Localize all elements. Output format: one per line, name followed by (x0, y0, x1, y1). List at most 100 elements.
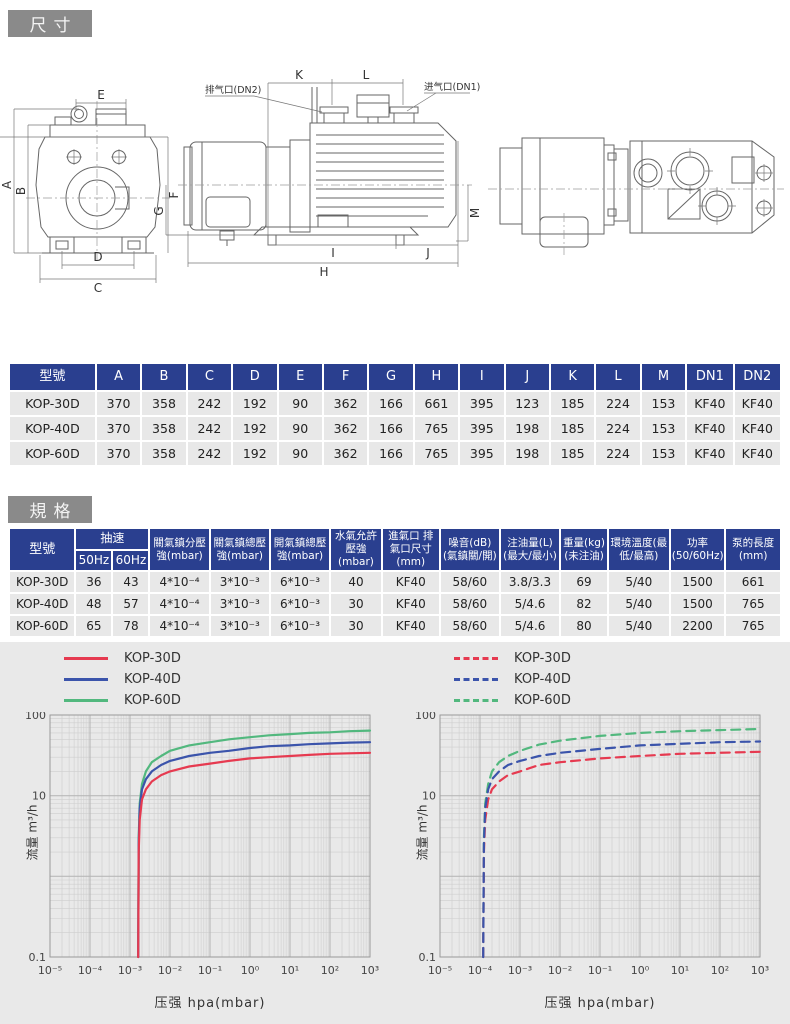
dim-value-cell: KF40 (685, 440, 735, 468)
spec-subcol-header: 50Hz (74, 548, 114, 573)
dim-value-cell: 358 (140, 440, 188, 468)
spec-col-header: 水氣允許壓強(mbar) (329, 526, 383, 573)
x-tick-label: 10⁻³ (118, 964, 142, 977)
pump-curve-chart-solid: KOP-30D KOP-40D KOP-60D 流量 m³/h 10⁻⁵ 10⁻⁴ 10… (18, 646, 398, 1021)
spec-value-cell: 6*10⁻³ (268, 592, 332, 617)
model-cell: KOP-60D (7, 614, 77, 639)
spec-value-cell: 82 (559, 592, 609, 617)
legend-label: KOP-40D (514, 672, 571, 687)
dim-label-H: H (319, 265, 328, 279)
spec-value-cell: KF40 (380, 570, 441, 595)
model-cell: KOP-40D (7, 592, 77, 617)
dim-value-cell: 90 (276, 390, 324, 418)
spec-value-cell: KF40 (380, 592, 441, 617)
dim-value-cell: 362 (321, 390, 370, 418)
spec-value-cell: 57 (111, 592, 151, 617)
spec-value-cell: 65 (74, 614, 114, 639)
table-row: KOP-40D 48 57 4*10⁻⁴ 3*10⁻³ 6*10⁻³ 30 KF40 58/60… (7, 592, 782, 617)
curve-KOP-30D (482, 750, 762, 959)
table-row: KOP-60D 65 78 4*10⁻⁴ 3*10⁻³ 6*10⁻³ 30 KF40 58/60… (7, 614, 782, 639)
spec-value-cell: 5/40 (606, 592, 671, 617)
spec-value-cell: 3*10⁻³ (208, 592, 271, 617)
dim-value-cell: 153 (639, 415, 688, 443)
table-row: KOP-60D 370 358 242 192 90 362 166 765 395 198 185 2… (8, 440, 783, 468)
spec-value-cell: 58/60 (438, 614, 501, 639)
dim-value-cell: 765 (412, 415, 461, 443)
dim-value-cell: 192 (231, 440, 279, 468)
dim-label-C: C (94, 281, 102, 295)
dim-col-header: A (94, 361, 143, 393)
y-tick-label: 10 (32, 790, 46, 803)
dim-value-cell: 242 (185, 390, 234, 418)
spec-col-header: 關氣鎮總壓強(mbar) (208, 526, 271, 573)
charts-panel: KOP-30D KOP-40D KOP-60D 流量 m³/h 10⁻⁵ 10⁻⁴ 10… (0, 642, 790, 1024)
legend-label: KOP-30D (124, 651, 181, 666)
dim-col-header: I (458, 361, 506, 393)
dim-value-cell: 224 (594, 440, 642, 468)
dim-value-cell: 358 (140, 415, 188, 443)
legend-label: KOP-60D (514, 693, 571, 708)
dim-value-cell: KF40 (732, 390, 783, 418)
dim-value-cell: 370 (94, 440, 143, 468)
y-tick-label: 100 (25, 712, 46, 722)
x-tick-label: 10² (711, 964, 729, 977)
y-tick-label: 100 (415, 712, 436, 722)
section-title-specs: 規格 (8, 496, 92, 523)
spec-value-cell: 5/4.6 (498, 614, 562, 639)
solid-line-swatch (64, 678, 108, 681)
section-title-dimensions: 尺寸 (8, 10, 92, 37)
dim-value-cell: 661 (412, 390, 461, 418)
spec-col-header: 噪音(dB)(氣鎮關/開) (438, 526, 501, 573)
y-tick-label: 0.1 (419, 951, 437, 964)
spec-value-cell: 1500 (668, 570, 727, 595)
spec-col-header: 注油量(L)(最大/最小) (498, 526, 562, 573)
x-tick-label: 10⁻⁴ (468, 964, 493, 977)
legend-label: KOP-40D (124, 672, 181, 687)
pump-curve-chart-dashed: KOP-30D KOP-40D KOP-60D 流量 m³/h 10⁻⁵ 10⁻⁴ 10… (408, 646, 788, 1021)
spec-value-cell: 4*10⁻⁴ (148, 570, 211, 595)
dim-value-cell: 185 (548, 390, 597, 418)
curve-KOP-60D (137, 729, 372, 959)
legend-item: KOP-40D (454, 669, 571, 690)
dim-label-B: B (14, 187, 28, 195)
dim-value-cell: 192 (231, 390, 279, 418)
grid-major (49, 714, 371, 958)
x-tick-label: 10⁻¹ (198, 964, 222, 977)
dim-col-header: F (321, 361, 370, 393)
dimensions-table: 型號 A B C D E F G H I J K L M DN1 DN2 KOP-30D 370 358 242 192… (8, 361, 783, 468)
model-cell: KOP-60D (8, 440, 97, 468)
legend-label: KOP-60D (124, 693, 181, 708)
x-tick-label: 10¹ (281, 964, 299, 977)
dim-label-E: E (97, 88, 105, 102)
x-tick-label: 10² (321, 964, 339, 977)
x-axis-title: 压强 hpa(mbar) (544, 996, 656, 1011)
spec-col-header: 開氣鎮總壓強(mbar) (268, 526, 332, 573)
legend-item: KOP-60D (64, 690, 181, 711)
dim-value-cell: 153 (639, 390, 688, 418)
dim-label-F: F (167, 191, 181, 198)
dim-label-I: I (331, 246, 335, 260)
technical-drawing: E A B F D C (0, 68, 784, 295)
spec-col-header: 進氣口 排氣口尺寸(mm) (380, 526, 441, 573)
x-tick-label: 10⁻¹ (588, 964, 612, 977)
spec-value-cell: 2200 (668, 614, 727, 639)
model-cell: KOP-40D (8, 415, 97, 443)
dim-value-cell: 362 (321, 415, 370, 443)
curve-KOP-40D (137, 741, 372, 959)
dim-label-J: J (425, 246, 430, 260)
dim-col-header: C (185, 361, 234, 393)
legend-item: KOP-30D (64, 648, 181, 669)
dim-header-row: 型號 A B C D E F G H I J K L M DN1 DN2 (8, 361, 783, 393)
spec-value-cell: 5/40 (606, 614, 671, 639)
spec-col-header: 重量(kg)(未注油) (559, 526, 609, 573)
x-tick-label: 10⁻² (548, 964, 572, 977)
dim-value-cell: 395 (458, 390, 506, 418)
spec-value-cell: 4*10⁻⁴ (148, 592, 211, 617)
dim-col-header: B (140, 361, 188, 393)
spec-value-cell: 78 (111, 614, 151, 639)
table-row: KOP-30D 370 358 242 192 90 362 166 661 395 123 185 2… (8, 390, 783, 418)
y-tick-label: 10 (422, 790, 436, 803)
spec-value-cell: 3*10⁻³ (208, 614, 271, 639)
dim-label-G: G (152, 206, 166, 215)
